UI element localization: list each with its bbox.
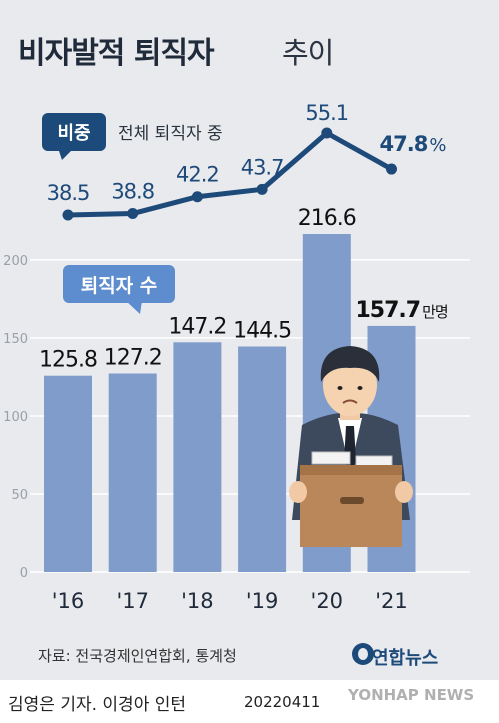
bar — [173, 342, 222, 572]
share-value-label: 38.8 — [111, 180, 154, 204]
share-unit-label: % — [429, 135, 446, 156]
count-tag: 퇴직자 수 — [63, 265, 175, 303]
bar-value-label: 216.6 — [298, 206, 356, 231]
bar — [238, 346, 287, 572]
yonhap-logo: 연합뉴스 — [372, 648, 439, 669]
worker-face — [323, 354, 377, 416]
x-tick-label: '21 — [375, 589, 408, 613]
yonhap-logo-icon — [352, 643, 374, 665]
x-tick-label: '16 — [52, 589, 85, 613]
share-point — [386, 163, 397, 175]
chart-subtitle: 추이 — [282, 36, 334, 70]
share-point — [256, 183, 268, 195]
labels-group: '16 125.8 '17 127.2 '18 147.2 '19 144.5 '20 216.6… — [39, 101, 449, 613]
share-value-label: 38.5 — [47, 181, 90, 205]
worker-mouth — [342, 399, 358, 404]
box-top-edge — [300, 465, 402, 475]
bar-value-label: 157.7 만명 — [356, 298, 448, 323]
x-tick-label: '17 — [116, 589, 149, 613]
watermark: YONHAP NEWS — [348, 686, 475, 704]
y-tick-label: 50 — [11, 488, 28, 503]
bar-value-label: 144.5 — [233, 319, 291, 344]
hand-left — [289, 481, 307, 503]
y-tick-label: 200 — [3, 254, 28, 269]
x-tick-label: '18 — [181, 589, 214, 613]
share-point — [127, 208, 139, 220]
papers-left — [311, 451, 351, 465]
share-value-label: 42.2 — [176, 163, 219, 187]
credit-date: 20220411 — [244, 693, 321, 711]
source-text: 자료: 전국경제인연합회, 통계청 — [38, 647, 237, 665]
bar-value-label: 147.2 — [168, 314, 226, 339]
count-tag-pointer — [126, 301, 142, 314]
bar — [44, 375, 92, 572]
y-tick-label: 100 — [3, 410, 28, 425]
hand-right — [395, 481, 413, 503]
share-line-group — [62, 127, 397, 221]
share-value-label: 55.1 — [305, 101, 348, 125]
share-line — [67, 130, 393, 218]
share-note: 전체 퇴직자 중 — [118, 124, 223, 144]
x-tick-label: '20 — [311, 589, 344, 613]
credit-text: 김영은 기자. 이경아 인턴 — [8, 695, 187, 715]
share-tag-pointer — [58, 148, 74, 160]
y-tick-label: 0 — [20, 566, 28, 581]
bar — [108, 373, 157, 572]
share-tag: 비중 — [42, 113, 106, 151]
share-value-label: 47.8% — [380, 132, 447, 156]
bar-unit-label: 만명 — [422, 303, 448, 321]
share-point — [321, 127, 333, 139]
x-tick-label: '19 — [246, 589, 279, 613]
worker-eye-left — [337, 386, 343, 390]
share-value-label: 43.7 — [241, 155, 284, 179]
y-tick-label: 150 — [3, 332, 28, 347]
share-point — [191, 191, 203, 203]
chart-title: 비자발적 퇴직자 — [18, 36, 215, 71]
worker-eye-right — [357, 386, 363, 390]
papers-right — [355, 455, 393, 467]
worker-hair — [320, 346, 380, 382]
bar-value-label: 127.2 — [104, 346, 162, 371]
box-front — [300, 465, 402, 547]
worker-illustration — [289, 346, 413, 547]
bar-value-label: 125.8 — [39, 348, 97, 373]
footer-strip — [0, 680, 499, 723]
share-point — [62, 209, 74, 221]
box-handle — [340, 497, 364, 504]
